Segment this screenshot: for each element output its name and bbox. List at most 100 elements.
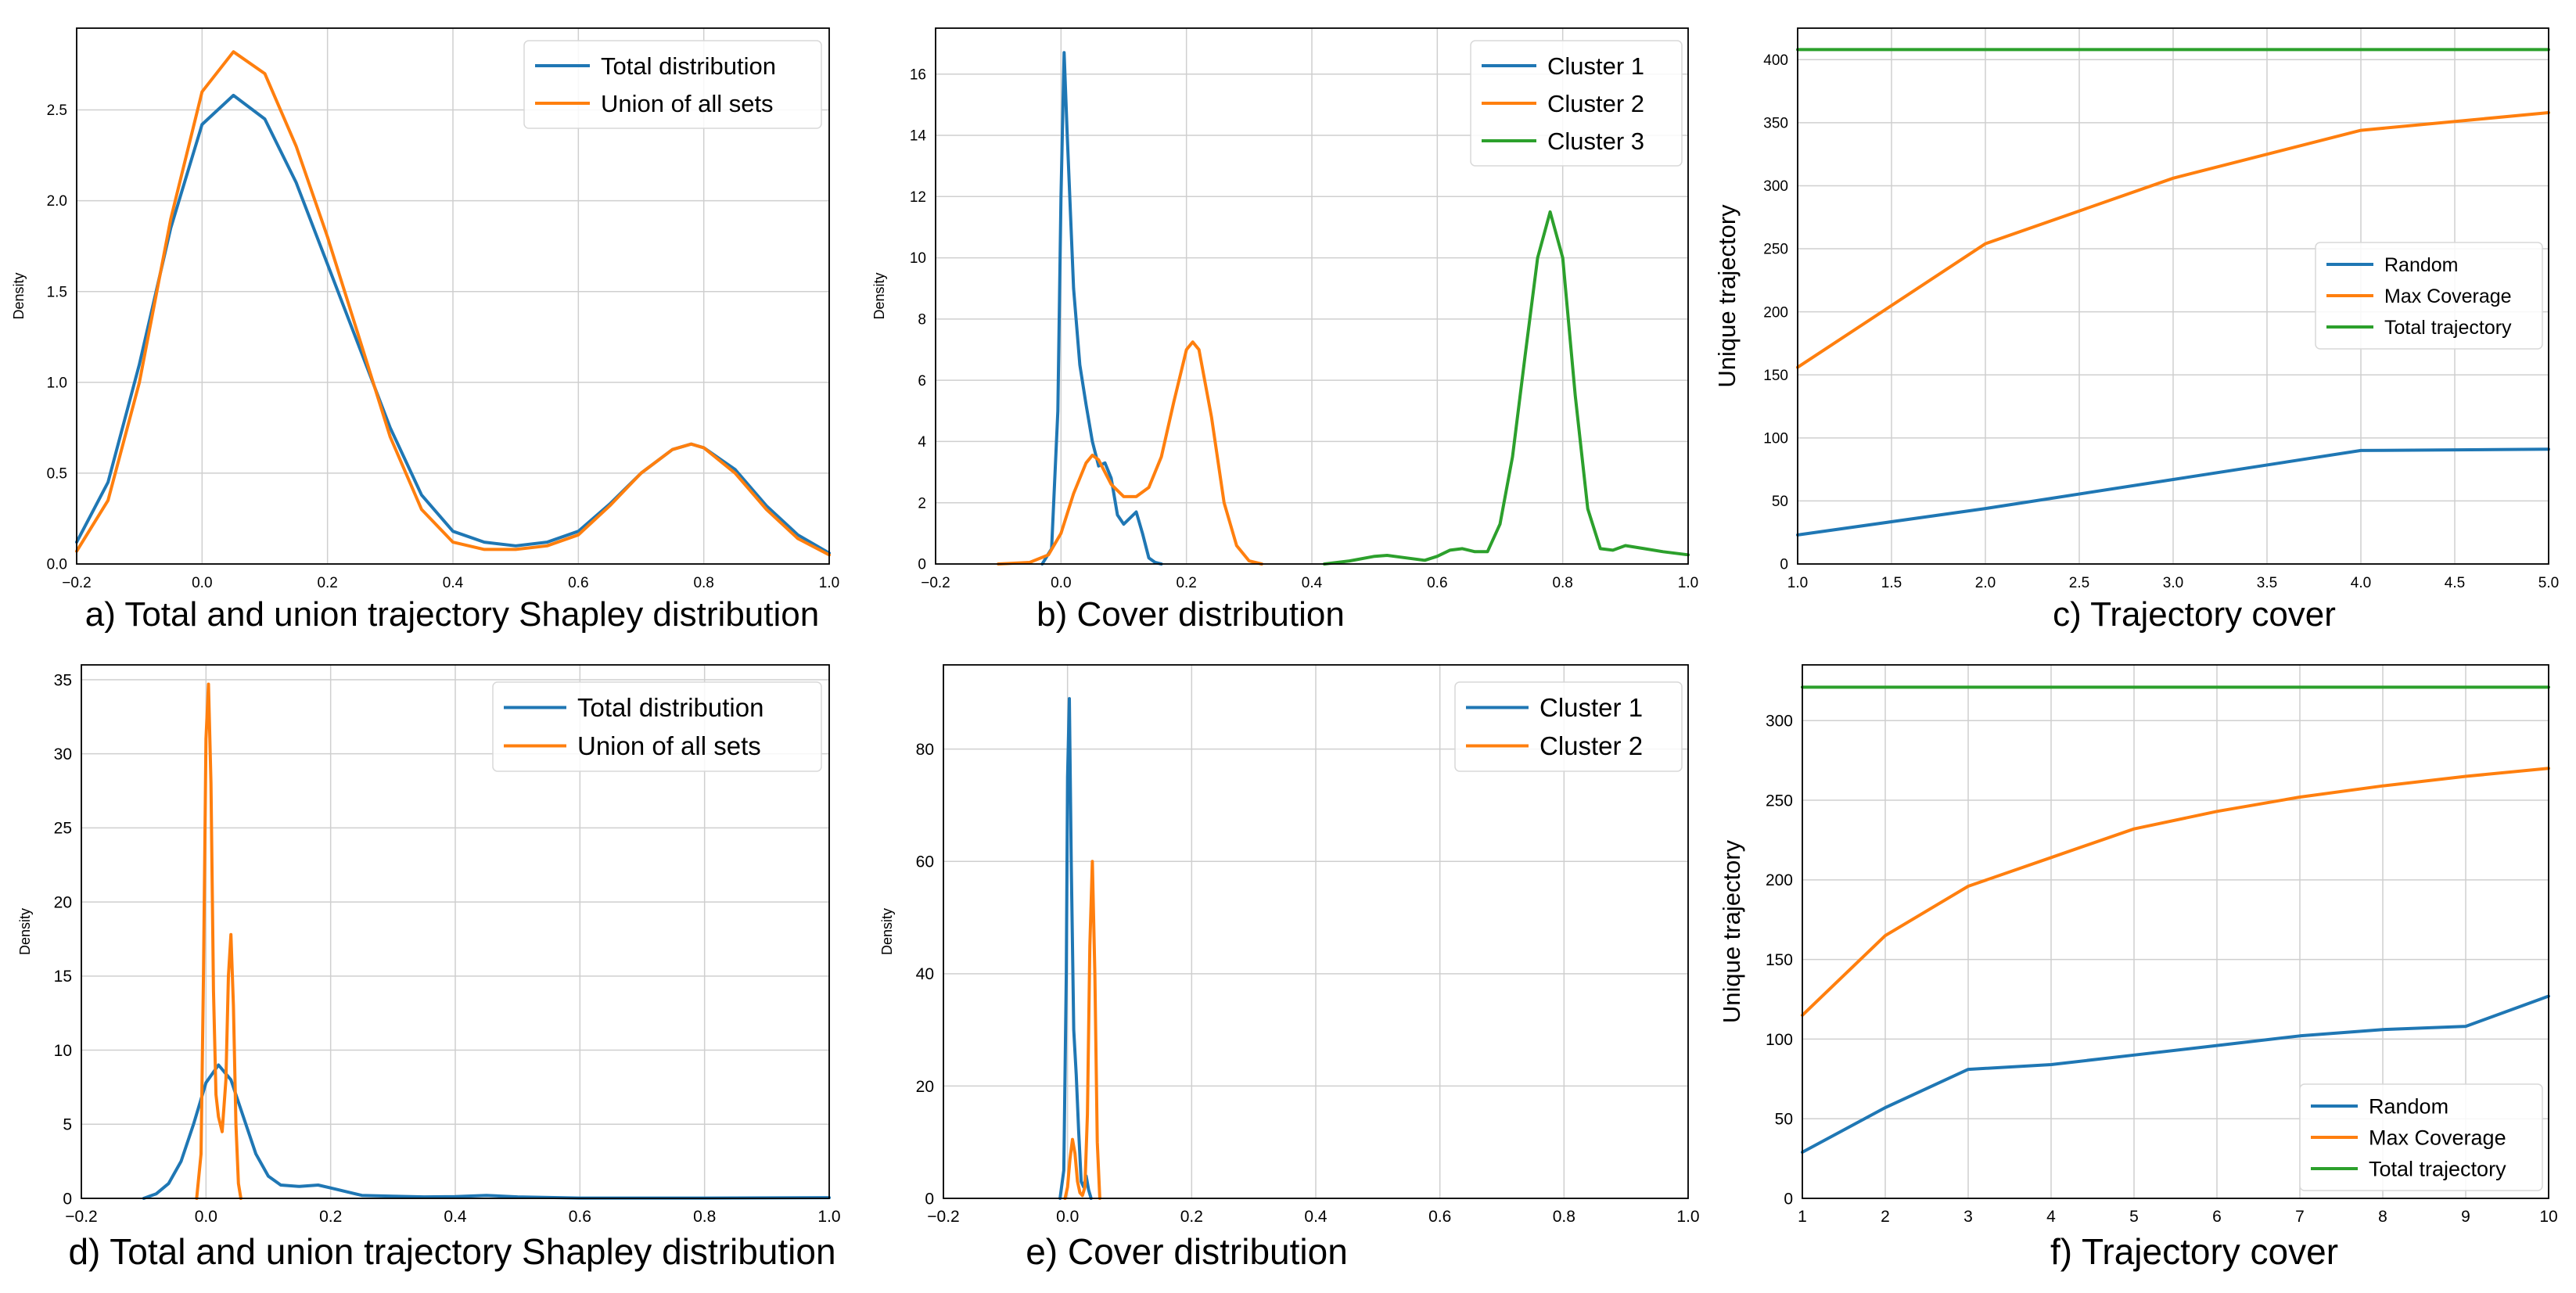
series-line-cluster-2 (1063, 860, 1101, 1200)
x-tick-label: 2.0 (1975, 575, 1996, 591)
chart-caption: a) Total and union trajectory Shapley di… (85, 595, 819, 634)
y-tick-label: 300 (1766, 713, 1793, 731)
x-tick-label: 0.4 (1304, 1208, 1328, 1226)
x-tick-label: 7 (2295, 1208, 2305, 1226)
y-tick-label: 16 (910, 66, 926, 83)
x-tick-label: 0.0 (192, 575, 212, 591)
legend-box (2299, 1083, 2543, 1191)
x-tick-label: 0.6 (569, 1208, 591, 1226)
y-tick-label: 200 (1766, 871, 1793, 889)
x-tick-label: 0.2 (1180, 1208, 1203, 1226)
plot-frame (935, 27, 1689, 565)
y-tick-label: 150 (1763, 368, 1788, 384)
x-tick-label: 1.0 (819, 575, 839, 591)
x-tick-label: −0.2 (921, 575, 950, 591)
series-line-cluster-3 (1323, 210, 1690, 566)
y-tick-label: 200 (1763, 304, 1788, 321)
legend: Cluster 1 Cluster 2 Cluster 3 (1470, 40, 1683, 167)
legend-label: Total distribution (577, 693, 763, 722)
plot-frame (943, 664, 1689, 1199)
chart-panel-e: −0.2 0.0 0.2 0.4 0.6 0.8 1.0 0 20 40 60 80 Density e)… (879, 664, 1700, 1272)
x-tick-label: 1.5 (1881, 575, 1902, 591)
x-tick-label: 1.0 (1678, 575, 1698, 591)
x-tick-label: 8 (2378, 1208, 2387, 1226)
y-tick-label: 0 (63, 1190, 72, 1208)
legend: Random Max Coverage Total trajectory (2299, 1083, 2543, 1191)
legend-label: Max Coverage (2384, 286, 2512, 307)
chart-caption: d) Total and union trajectory Shapley di… (68, 1231, 835, 1272)
x-tick-label: 1.0 (817, 1208, 840, 1226)
y-tick-label: 80 (916, 741, 934, 759)
x-tick-label: 3.0 (2163, 575, 2183, 591)
plot-frame (1802, 664, 2549, 1199)
y-tick-label: 10 (54, 1042, 72, 1060)
x-tick-label: −0.2 (62, 575, 92, 591)
legend-label: Union of all sets (601, 90, 774, 117)
y-tick-label: 30 (54, 745, 72, 763)
y-tick-label: 0.5 (47, 466, 67, 483)
y-tick-label: 250 (1763, 242, 1788, 258)
x-tick-label: 0.4 (444, 1208, 467, 1226)
legend-label: Random (2369, 1094, 2448, 1118)
legend-label: Cluster 1 (1539, 693, 1643, 722)
x-tick-label: 0.0 (1056, 1208, 1079, 1226)
legend-box (1470, 40, 1683, 167)
y-tick-label: 20 (916, 1078, 934, 1096)
legend: Cluster 1 Cluster 2 (1454, 681, 1683, 772)
y-tick-label: 40 (916, 965, 934, 983)
x-tick-label: 0.0 (195, 1208, 217, 1226)
y-tick-label: 25 (54, 820, 72, 838)
y-tick-label: 400 (1763, 52, 1788, 69)
plot-frame (81, 664, 830, 1199)
y-tick-label: 5 (63, 1116, 72, 1134)
y-tick-label: 1.5 (47, 284, 67, 300)
x-tick-label: 3 (1963, 1208, 1973, 1226)
x-tick-label: 4.0 (2351, 575, 2371, 591)
legend-label: Total trajectory (2384, 317, 2512, 339)
y-axis-label: Density (17, 908, 33, 955)
legend-label: Cluster 1 (1547, 52, 1644, 80)
x-tick-label: 0.8 (693, 575, 713, 591)
series-line-union-of-all-sets (195, 682, 243, 1200)
legend-box (2315, 242, 2543, 350)
y-tick-label: 15 (54, 968, 72, 986)
y-tick-label: 2.5 (47, 102, 67, 119)
y-tick-label: 60 (916, 853, 934, 871)
y-tick-label: 250 (1766, 792, 1793, 810)
y-axis-label: Unique trajectory (1713, 204, 1741, 388)
chart-caption: f) Trajectory cover (2050, 1231, 2338, 1272)
legend-label: Total distribution (601, 52, 776, 80)
series-line-cluster-1 (1040, 51, 1163, 566)
x-tick-label: 0.2 (319, 1208, 342, 1226)
y-tick-label: 35 (54, 671, 72, 689)
y-tick-label: 12 (910, 189, 926, 206)
y-tick-label: 0 (918, 557, 926, 573)
legend-label: Cluster 3 (1547, 128, 1644, 155)
y-tick-label: 14 (910, 128, 927, 145)
x-tick-label: 1.0 (1676, 1208, 1699, 1226)
y-tick-label: 0 (925, 1190, 934, 1208)
plot-frame (1797, 27, 2549, 565)
series-line-cluster-2 (997, 340, 1263, 566)
x-tick-label: 1.0 (1787, 575, 1808, 591)
x-tick-label: 2 (1881, 1208, 1890, 1226)
x-tick-label: 0.4 (443, 575, 464, 591)
x-tick-label: 0.6 (1427, 575, 1447, 591)
y-tick-label: 0 (1780, 557, 1788, 573)
y-tick-label: 150 (1766, 951, 1793, 969)
y-tick-label: 100 (1766, 1031, 1793, 1049)
y-axis-label: Density (11, 272, 27, 319)
x-tick-label: 4 (2046, 1208, 2056, 1226)
x-tick-label: 0.2 (317, 575, 337, 591)
x-tick-label: 5.0 (2538, 575, 2559, 591)
series-line-max-coverage (1801, 767, 2550, 1017)
x-tick-label: 0.2 (1176, 575, 1196, 591)
chart-caption: c) Trajectory cover (2053, 595, 2336, 634)
legend-label: Cluster 2 (1539, 731, 1643, 760)
series-line-total-distribution (142, 1063, 831, 1200)
x-tick-label: 0.6 (1428, 1208, 1451, 1226)
x-tick-label: −0.2 (65, 1208, 97, 1226)
legend: Total distribution Union of all sets (492, 681, 822, 772)
y-tick-label: 2.0 (47, 193, 67, 210)
legend-box (523, 40, 822, 129)
